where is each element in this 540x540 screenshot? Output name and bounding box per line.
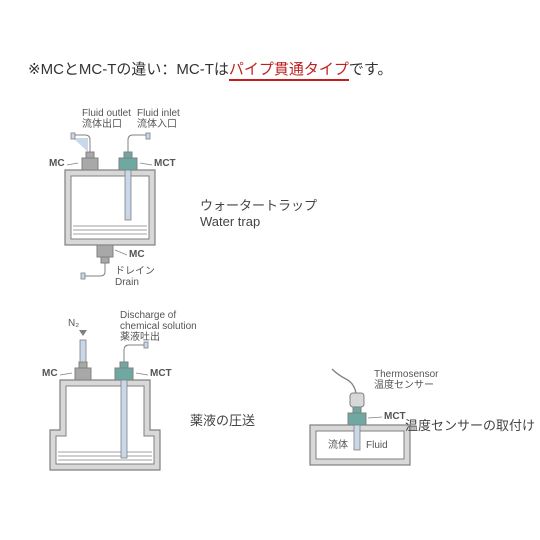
fluid-en-label: Fluid [366,440,388,451]
water-trap-svg [35,110,205,285]
discharge-label: Discharge of chemical solution 薬液吐出 [120,310,197,343]
chem-mct-label: MCT [150,368,172,379]
thermo-caption: 温度センサーの取付け [405,415,535,434]
drain-jp: ドレイン [115,266,155,277]
title-highlight: パイプ貫通タイプ [229,61,349,81]
fluid-inlet-label: Fluid inlet 流体入口 [137,108,180,130]
fluid-outlet-en: Fluid outlet [82,108,131,119]
chemical-diagram: N₂ Discharge of chemical solution 薬液吐出 M… [30,320,200,480]
chemical-svg [30,320,200,480]
title-suffix: です。 [349,61,393,78]
drain-en: Drain [115,277,155,288]
chem-mc-label: MC [42,368,58,379]
discharge-en1: Discharge of [120,310,197,321]
fluid-inlet-jp: 流体入口 [137,119,180,130]
mc-label-1: MC [49,158,65,169]
n2-label: N₂ [68,318,79,329]
title-text: ※MCとMC-Tの違い：MC-Tはパイプ貫通タイプです。 [28,58,392,79]
chemical-caption: 薬液の圧送 [190,410,255,429]
discharge-jp: 薬液吐出 [120,332,197,343]
mc-label-2: MC [129,249,145,260]
fluid-outlet-label: Fluid outlet 流体出口 [82,108,131,130]
mct-label-1: MCT [154,158,176,169]
sensor-en: Thermosensor [374,369,438,380]
sensor-label: Thermosensor 温度センサー [374,369,438,391]
drain-label: ドレイン Drain [115,266,155,288]
water-trap-diagram: Fluid outlet 流体出口 Fluid inlet 流体入口 MC MC… [35,110,205,285]
discharge-en2: chemical solution [120,321,197,332]
water-trap-caption: ウォータートラップ Water trap [200,195,317,229]
fluid-outlet-jp: 流体出口 [82,119,131,130]
sensor-jp: 温度センサー [374,380,438,391]
water-trap-caption-jp: ウォータートラップ [200,195,317,214]
water-trap-caption-en: Water trap [200,214,317,229]
fluid-inlet-en: Fluid inlet [137,108,180,119]
fluid-jp-label: 流体 [328,440,348,451]
thermo-mct-label: MCT [384,411,406,422]
title-prefix: ※MCとMC-Tの違い：MC-Tは [28,61,229,78]
